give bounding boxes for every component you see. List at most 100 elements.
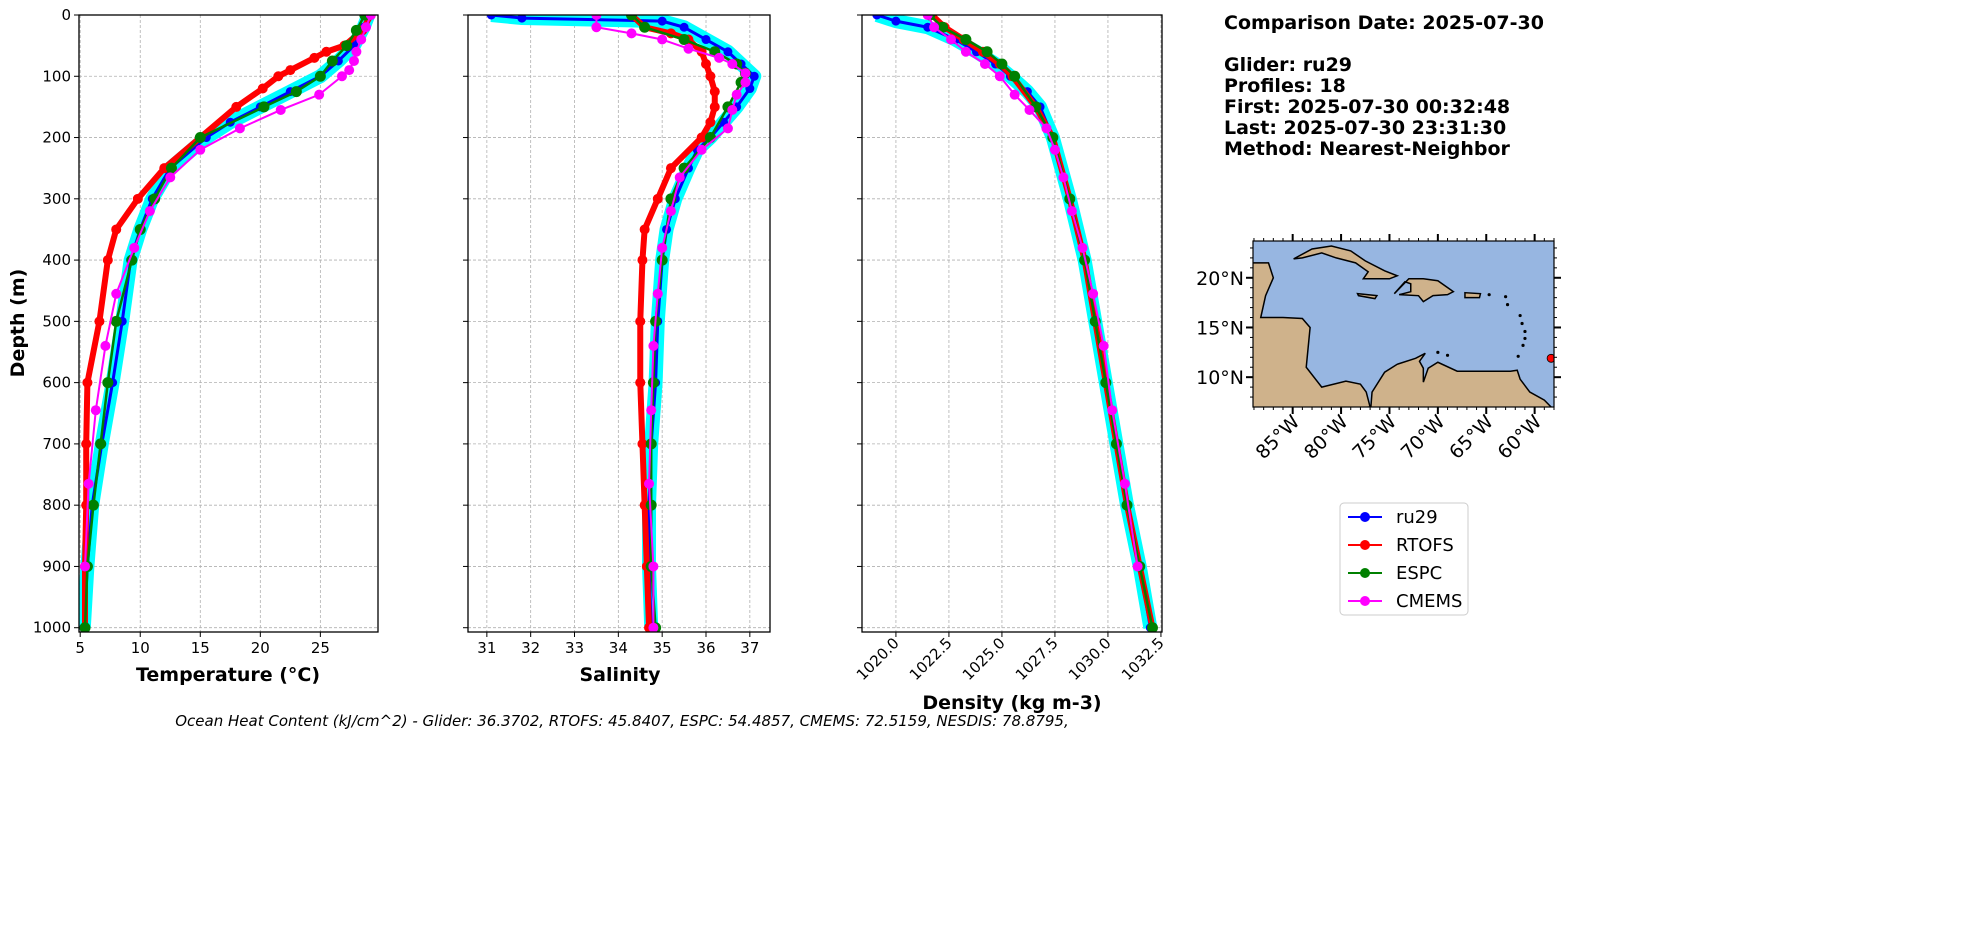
salinity-axis-label: Salinity (579, 664, 661, 686)
data-point-cmems (165, 172, 176, 183)
data-point-rtofs (82, 377, 93, 388)
data-point-espc (87, 499, 99, 511)
data-point-cmems (657, 34, 668, 45)
data-point-cmems (731, 89, 742, 100)
series-line-cmems (595, 15, 747, 628)
data-point-espc (960, 34, 972, 46)
data-point-rtofs (635, 316, 646, 327)
x-tick-label: 15 (191, 639, 210, 657)
data-point-cmems (83, 478, 94, 489)
plot-area (872, 15, 1158, 632)
data-point-cmems (234, 123, 245, 134)
data-point-rtofs (81, 438, 92, 449)
panel-1: 31 32 33 34 35 36 37 (463, 14, 771, 657)
x-tick-label: 37 (740, 639, 759, 657)
data-point-rtofs (132, 193, 143, 204)
data-point-cmems (652, 288, 663, 299)
y-tick-label: 600 (42, 374, 71, 392)
data-point-cmems (195, 144, 206, 155)
data-point-cmems (683, 43, 694, 54)
data-point-espc (656, 254, 668, 266)
data-point-espc (678, 34, 690, 46)
map-frame (1252, 240, 1555, 408)
data-point-rtofs (652, 193, 663, 204)
data-point-rtofs (701, 59, 712, 70)
data-point-espc (1146, 622, 1158, 632)
panel-0: 5 10 15 20 25 0 100 200 300 400 500 600 700 800 900 100… (33, 6, 379, 657)
legend-marker (1360, 540, 1370, 550)
y-tick-label: 300 (42, 190, 71, 208)
series-line-espc (630, 15, 747, 628)
data-point-espc (110, 315, 122, 327)
data-point-cmems (1058, 172, 1069, 183)
data-point-espc (996, 58, 1008, 70)
data-point-rtofs (285, 65, 296, 76)
data-point-cmems (644, 478, 655, 489)
x-tick-label: 31 (477, 639, 496, 657)
island (1505, 303, 1510, 307)
legend-label: RTOFS (1396, 535, 1454, 556)
legend-item-espc: ESPC (1348, 563, 1442, 584)
data-point-espc (647, 377, 659, 389)
data-point-espc (341, 40, 353, 52)
data-point-cmems (351, 46, 362, 57)
data-point-espc (326, 55, 338, 67)
x-tick-label: 1025.0 (959, 634, 1009, 684)
data-point-espc (639, 21, 651, 33)
data-point-espc (290, 86, 302, 98)
data-point-espc (95, 438, 107, 450)
data-point-cmems (1132, 561, 1143, 572)
data-point-cmems (129, 242, 140, 253)
land-central-america (1253, 262, 1371, 407)
data-point-cmems (336, 71, 347, 82)
legend-label: ru29 (1396, 507, 1438, 528)
x-tick-label: 25 (311, 639, 330, 657)
data-point-rtofs (257, 83, 268, 94)
method: Method: Nearest-Neighbor (1224, 138, 1510, 160)
x-tick-label: 5 (75, 639, 85, 657)
x-tick-label: 10 (131, 639, 150, 657)
legend-item-cmems: CMEMS (1348, 591, 1462, 612)
lat-tick-label: 20°N (1196, 268, 1244, 290)
data-point-cmems (626, 28, 637, 39)
data-point-espc (194, 132, 206, 144)
data-point-cmems (929, 22, 940, 33)
data-point-espc (314, 70, 326, 82)
lon-tick-label: 65°W (1445, 411, 1498, 464)
data-point-cmems (1009, 89, 1020, 100)
data-point-cmems (674, 172, 685, 183)
x-tick-label: 1020.0 (853, 634, 903, 684)
data-point-cmems (111, 288, 122, 299)
data-point-rtofs (709, 101, 720, 112)
data-point-cmems (922, 15, 933, 20)
glider-name: Glider: ru29 (1224, 54, 1352, 76)
island (1504, 295, 1508, 299)
data-point-cmems (1119, 478, 1130, 489)
data-point-ru29 (891, 16, 901, 26)
plot-area (79, 15, 376, 632)
data-point-cmems (275, 104, 286, 115)
profile-count: Profiles: 18 (1224, 75, 1346, 97)
legend: ru29 RTOFS ESPC CMEMS (1339, 502, 1469, 616)
data-point-ru29 (679, 22, 689, 32)
data-point-rtofs (309, 52, 320, 63)
y-tick-label: 400 (42, 251, 71, 269)
y-tick-label: 1000 (33, 619, 71, 637)
data-point-cmems (1049, 144, 1060, 155)
island (1520, 321, 1524, 326)
data-point-espc (937, 21, 949, 33)
x-tick-label: 1022.5 (906, 634, 956, 684)
legend-marker (1360, 568, 1370, 578)
data-point-ru29 (701, 35, 711, 45)
x-tick-label: 1032.5 (1118, 634, 1168, 684)
data-point-cmems (1066, 206, 1077, 217)
data-point-rtofs (321, 46, 332, 57)
data-point-espc (1009, 70, 1021, 82)
y-tick-label: 100 (42, 67, 71, 85)
y-tick-label: 800 (42, 496, 71, 514)
data-point-cmems (648, 622, 659, 632)
data-point-espc (350, 24, 362, 36)
legend-item-rtofs: RTOFS (1348, 535, 1454, 556)
land (1253, 245, 1554, 407)
